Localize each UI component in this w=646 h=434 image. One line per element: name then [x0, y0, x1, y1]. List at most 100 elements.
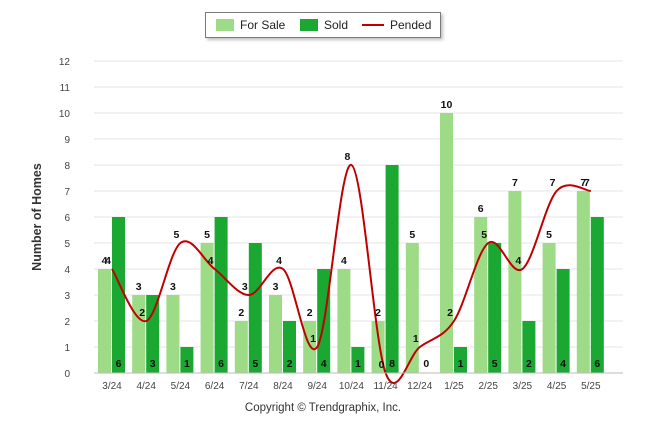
data-label-for-sale: 7 [512, 177, 518, 189]
bar-sold [454, 347, 467, 373]
legend-swatch-for-sale [216, 19, 234, 31]
bar-for-sale [508, 191, 522, 373]
legend-item-sold[interactable]: Sold [300, 18, 348, 32]
data-label-sold: 4 [321, 358, 327, 370]
legend-item-for-sale[interactable]: For Sale [216, 18, 285, 32]
y-tick-label: 0 [64, 369, 70, 380]
data-label-sold: 1 [184, 358, 190, 370]
data-label-pended: 4 [105, 255, 111, 267]
data-label-for-sale: 6 [478, 203, 484, 215]
x-tick-label: 2/25 [478, 381, 498, 392]
data-label-pended: 0 [379, 359, 385, 371]
bar-sold [488, 243, 502, 373]
data-label-for-sale: 4 [102, 255, 108, 267]
bar-for-sale [405, 243, 419, 373]
legend: For Sale Sold Pended [205, 12, 441, 38]
y-tick-label: 5 [64, 239, 70, 250]
data-label-sold: 8 [389, 358, 395, 370]
bar-sold [214, 217, 228, 373]
bar-for-sale [576, 191, 590, 373]
data-label-sold: 1 [355, 358, 361, 370]
data-label-pended: 5 [173, 229, 179, 241]
y-axis-label: Number of Homes [30, 163, 44, 271]
y-tick-label: 6 [64, 213, 70, 224]
bar-sold [248, 243, 262, 373]
data-label-sold: 6 [594, 358, 600, 370]
legend-label-sold: Sold [324, 18, 349, 32]
bar-sold [351, 347, 365, 373]
x-tick-label: 4/24 [136, 381, 156, 392]
copyright-credit: Copyright © Trendgraphix, Inc. [244, 402, 402, 414]
data-label-sold: 4 [560, 358, 566, 370]
data-label-sold: 5 [492, 358, 498, 370]
data-label-pended: 4 [276, 255, 282, 267]
data-label-sold: 6 [116, 358, 122, 370]
data-label-pended: 4 [515, 255, 521, 267]
bar-for-sale [98, 269, 111, 373]
x-tick-label: 1/25 [444, 381, 464, 392]
bar-sold [180, 347, 194, 373]
data-label-for-sale: 4 [341, 255, 347, 267]
y-tick-label: 9 [64, 135, 70, 146]
x-tick-label: 5/25 [581, 381, 601, 392]
pended-line-path [111, 163, 591, 384]
y-tick-label: 11 [60, 83, 71, 94]
data-label-for-sale: 3 [136, 281, 142, 293]
x-tick-label: 8/24 [273, 381, 293, 392]
y-tick-label: 12 [59, 57, 71, 68]
data-label-for-sale: 10 [441, 99, 453, 111]
data-label-sold: 2 [287, 358, 293, 370]
data-label-sold: 6 [218, 358, 224, 370]
legend-label-pended: Pended [390, 18, 432, 32]
data-label-pended: 4 [208, 255, 214, 267]
data-label-pended: 1 [310, 333, 316, 345]
x-tick-label: 4/25 [547, 381, 567, 392]
data-label-pended: 1 [413, 333, 419, 345]
data-label-for-sale: 3 [170, 281, 176, 293]
bar-for-sale [440, 113, 453, 373]
bar-for-sale [337, 269, 351, 373]
x-tick-label: 12/24 [407, 381, 432, 392]
pended-line [111, 163, 591, 384]
bar-sold [112, 217, 125, 373]
x-tick-label: 3/25 [513, 381, 533, 392]
x-tick-label: 9/24 [307, 381, 327, 392]
data-label-sold: 1 [458, 358, 464, 370]
bar-for-sale [234, 321, 248, 373]
bar-for-sale [542, 243, 556, 373]
bars [98, 113, 604, 373]
legend-item-pended[interactable]: Pended [362, 18, 431, 32]
data-label-for-sale: 3 [273, 281, 279, 293]
y-tick-label: 7 [64, 187, 70, 198]
data-label-pended: 7 [584, 177, 590, 189]
data-label-sold: 5 [252, 358, 258, 370]
data-label-for-sale: 2 [238, 307, 244, 319]
y-tick-label: 1 [64, 343, 70, 354]
data-label-for-sale: 5 [204, 229, 210, 241]
data-labels: 4633315625322441285010165725476425434180… [102, 99, 601, 371]
x-tick-label: 5/24 [171, 381, 191, 392]
data-label-for-sale: 7 [580, 177, 586, 189]
bar-sold [385, 165, 399, 373]
data-label-sold: 0 [423, 358, 429, 370]
data-label-pended: 2 [447, 307, 453, 319]
data-label-sold: 2 [526, 358, 532, 370]
bar-sold [556, 269, 570, 373]
y-tick-label: 4 [64, 265, 70, 276]
legend-label-for-sale: For Sale [240, 18, 286, 32]
bar-sold [146, 295, 160, 373]
y-tick-label: 2 [64, 317, 70, 328]
x-tick-label: 7/24 [239, 381, 259, 392]
bar-for-sale [166, 295, 180, 373]
y-tick-label: 8 [64, 161, 70, 172]
legend-swatch-sold [300, 19, 318, 31]
bar-for-sale [474, 217, 488, 373]
data-label-sold: 3 [150, 358, 156, 370]
data-label-pended: 7 [550, 177, 556, 189]
bar-sold [522, 321, 536, 373]
x-tick-label: 11/24 [373, 381, 398, 392]
bar-for-sale [269, 295, 282, 373]
legend-line-pended [362, 24, 384, 26]
